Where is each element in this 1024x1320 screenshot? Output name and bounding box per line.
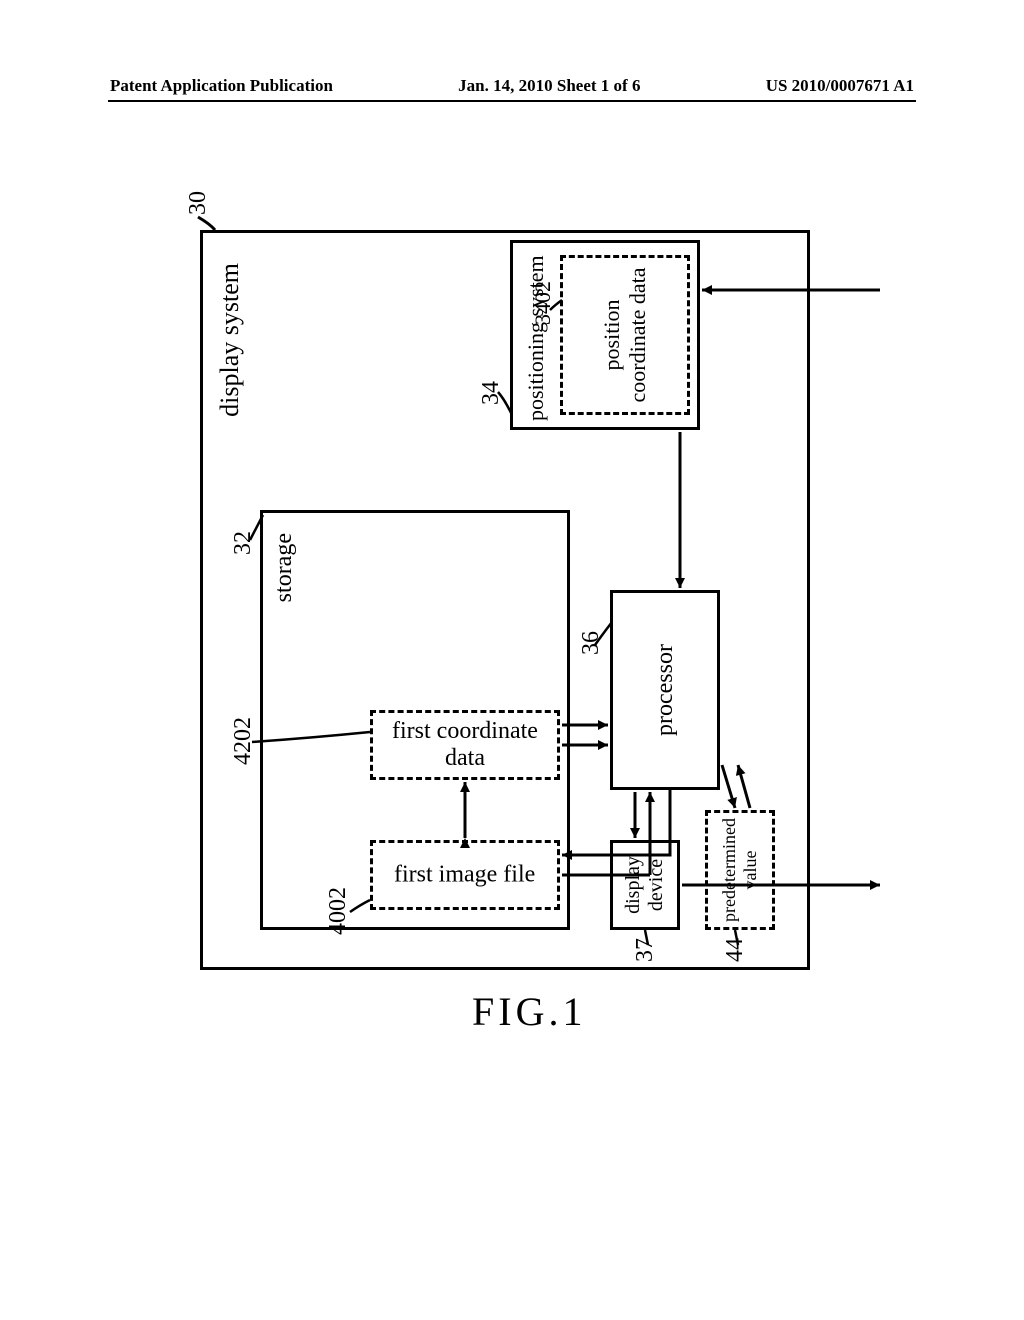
header-left: Patent Application Publication [110, 76, 333, 96]
page-header: Patent Application Publication Jan. 14, … [0, 76, 1024, 96]
header-center: Jan. 14, 2010 Sheet 1 of 6 [458, 76, 640, 96]
page: Patent Application Publication Jan. 14, … [0, 0, 1024, 1320]
connectors [180, 190, 900, 990]
header-rule [108, 100, 916, 102]
figure-label: FIG.1 [472, 988, 586, 1035]
header-right: US 2010/0007671 A1 [766, 76, 914, 96]
diagram: display system 30 storage 32 first image… [180, 190, 900, 990]
